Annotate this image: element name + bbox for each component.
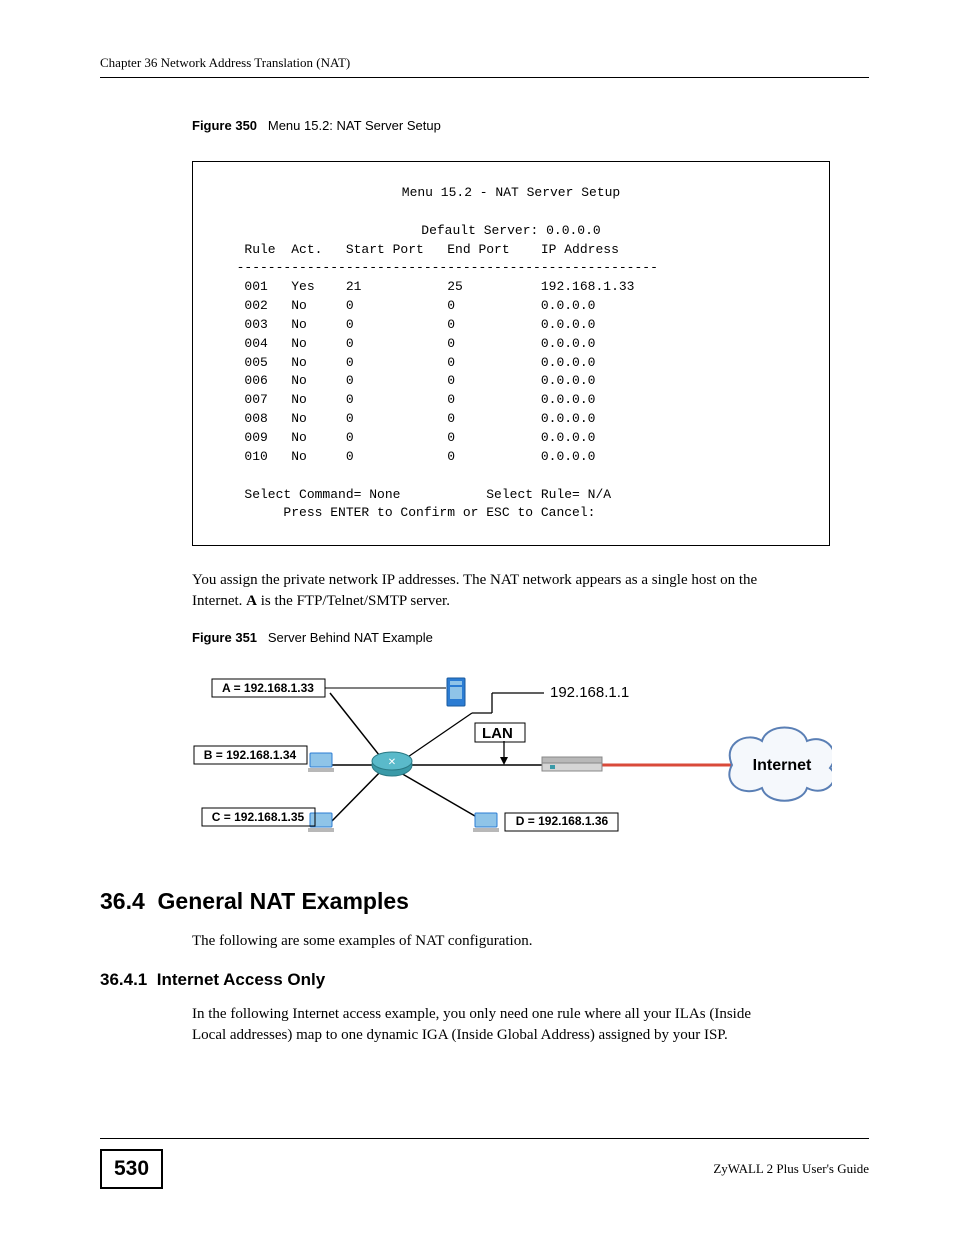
terminal-row: 004 No 0 0 0.0.0.0: [221, 336, 595, 351]
label-a: A = 192.168.1.33: [222, 681, 314, 695]
lan-label: LAN: [482, 725, 513, 742]
para-text: You assign the private network IP addres…: [192, 572, 757, 588]
para-text: is the FTP/Telnet/SMTP server.: [257, 593, 450, 609]
terminal-row: 003 No 0 0 0.0.0.0: [221, 317, 595, 332]
figure-350-caption: Figure 350 Menu 15.2: NAT Server Setup: [192, 118, 869, 133]
terminal-columns: Rule Act. Start Port End Port IP Address: [221, 242, 619, 257]
pc-icon: [308, 813, 334, 832]
pc-icon: [308, 753, 334, 772]
page-number: 530: [100, 1149, 163, 1189]
body-paragraph-1: You assign the private network IP addres…: [192, 570, 852, 612]
figure-350-text: Menu 15.2: NAT Server Setup: [268, 118, 441, 133]
para-line: In the following Internet access example…: [192, 1006, 751, 1022]
terminal-default-server: Default Server: 0.0.0.0: [221, 222, 801, 241]
figure-350-label: Figure 350: [192, 118, 257, 133]
guide-name: ZyWALL 2 Plus User's Guide: [713, 1161, 869, 1177]
terminal-row: 009 No 0 0 0.0.0.0: [221, 430, 595, 445]
figure-351-text: Server Behind NAT Example: [268, 630, 433, 645]
para-line: Local addresses) map to one dynamic IGA …: [192, 1027, 728, 1043]
h2-number: 36.4: [100, 888, 145, 914]
svg-text:✕: ✕: [388, 757, 396, 768]
network-diagram: A = 192.168.1.33 B = 192.168.1.34 C = 19…: [192, 673, 832, 843]
label-b: B = 192.168.1.34: [204, 748, 297, 762]
section-para-2: In the following Internet access example…: [192, 1004, 852, 1046]
figure-351-label: Figure 351: [192, 630, 257, 645]
terminal-row: 005 No 0 0 0.0.0.0: [221, 355, 595, 370]
h3-title: Internet Access Only: [157, 970, 326, 989]
terminal-select-line: Select Command= None Select Rule= N/A: [221, 487, 611, 502]
header-divider: [100, 77, 869, 78]
footer-divider: [100, 1138, 869, 1139]
h2-title: General NAT Examples: [158, 888, 409, 914]
para-bold-a: A: [246, 593, 257, 609]
figure-351-caption: Figure 351 Server Behind NAT Example: [192, 630, 869, 645]
para-text: Internet.: [192, 593, 246, 609]
router-ip: 192.168.1.1: [550, 684, 629, 701]
label-c: C = 192.168.1.35: [212, 810, 305, 824]
server-icon: [447, 678, 465, 706]
modem-icon: [542, 757, 602, 771]
terminal-press-line: Press ENTER to Confirm or ESC to Cancel:: [221, 505, 595, 520]
h3-number: 36.4.1: [100, 970, 147, 989]
terminal-title: Menu 15.2 - NAT Server Setup: [221, 184, 801, 203]
section-heading-36-4-1: 36.4.1 Internet Access Only: [100, 970, 869, 990]
internet-label: Internet: [753, 757, 812, 774]
section-heading-36-4: 36.4 General NAT Examples: [100, 888, 869, 915]
terminal-divider: ----------------------------------------…: [221, 260, 658, 275]
terminal-row: 010 No 0 0 0.0.0.0: [221, 449, 595, 464]
lan-arrowhead: [500, 757, 508, 765]
terminal-row: 006 No 0 0 0.0.0.0: [221, 373, 595, 388]
terminal-row: 007 No 0 0 0.0.0.0: [221, 392, 595, 407]
section-para: The following are some examples of NAT c…: [192, 931, 852, 952]
terminal-row: 002 No 0 0 0.0.0.0: [221, 298, 595, 313]
internet-cloud: Internet: [729, 728, 832, 801]
page-header: Chapter 36 Network Address Translation (…: [100, 55, 869, 71]
router-icon: ✕: [372, 752, 412, 776]
pc-icon: [473, 813, 499, 832]
terminal-row: 001 Yes 21 25 192.168.1.33: [221, 279, 634, 294]
label-d: D = 192.168.1.36: [516, 814, 609, 828]
link-line: [330, 765, 387, 823]
terminal-box: Menu 15.2 - NAT Server Setup Default Ser…: [192, 161, 830, 546]
page-footer: 530 ZyWALL 2 Plus User's Guide: [100, 1138, 869, 1189]
callout-line: [402, 713, 472, 761]
terminal-row: 008 No 0 0 0.0.0.0: [221, 411, 595, 426]
